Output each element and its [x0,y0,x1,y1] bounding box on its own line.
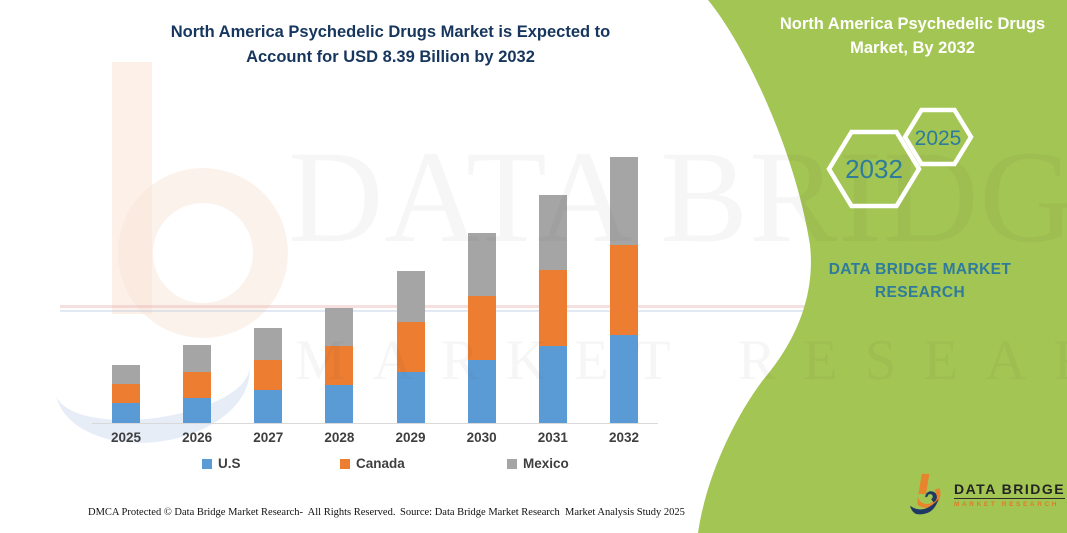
legend-swatch [507,458,517,469]
bar-segment-canada-2028 [325,346,354,385]
legend-item-us: U.S [202,456,241,471]
legend-swatch [202,458,212,469]
watermark-red-line [60,305,1010,308]
legend-swatch [340,458,350,469]
green-panel-shape [698,0,1067,533]
watermark-blue-line [60,310,1010,312]
legend-item-mexico: Mexico [507,456,569,471]
data-bridge-logo-icon [910,473,941,515]
brand-text-line1: DATA BRIDGE MARKET [828,261,1012,278]
bar-2029 [396,271,425,423]
bar-segment-us-2031 [538,346,567,423]
x-axis-label-2032: 2032 [608,430,639,445]
side-panel-title-line2: Market, By 2032 [850,38,975,57]
logo-subtitle: MARKET RESEARCH [954,500,1060,508]
bar-segment-mexico-2027 [254,328,283,361]
legend-item-canada: Canada [340,456,405,471]
bar-segment-mexico-2028 [325,307,354,347]
hexagon-2025 [902,107,974,167]
footer-source-text: Source: Data Bridge Market Research Mark… [400,507,685,518]
x-axis-label-2027: 2027 [253,430,284,445]
bar-2032 [609,157,638,423]
bar-segment-canada-2031 [538,270,567,347]
bar-segment-mexico-2032 [609,157,638,246]
year-hexagons: 2032 2025 [826,107,974,209]
bar-segment-canada-2025 [112,384,140,404]
hexagon-2032 [826,129,922,209]
legend-label: Canada [356,456,405,471]
bar-2027 [254,328,283,423]
bar-segment-mexico-2025 [112,365,140,385]
bar-2025 [112,365,140,423]
x-axis-line [92,423,658,424]
x-axis-label-2028: 2028 [324,430,355,445]
bar-segment-us-2029 [396,372,425,423]
bar-segment-canada-2027 [254,360,283,391]
bar-segment-us-2026 [183,397,212,423]
side-panel-title-line1: North America Psychedelic Drugs [779,15,1046,33]
x-axis-label-2030: 2030 [466,430,497,445]
bar-segment-us-2025 [112,403,140,423]
side-panel-brand-text: DATA BRIDGE MARKET RESEARCH [788,258,1052,305]
legend-label: U.S [218,456,241,471]
brand-text-line2: RESEARCH [874,284,966,302]
page-title-line2: Account for USD 8.39 Billion by 2032 [246,47,535,66]
side-panel-title: North America Psychedelic Drugs Market, … [770,13,1055,61]
bar-segment-canada-2026 [183,371,212,398]
footer-dmca-text: DMCA Protected © Data Bridge Market Rese… [88,507,396,518]
bar-segment-us-2028 [325,384,354,423]
bar-segment-canada-2030 [467,296,496,360]
bar-segment-mexico-2029 [396,271,425,322]
bar-segment-canada-2032 [609,245,638,335]
bar-2031 [538,195,567,423]
page-title-line1: North America Psychedelic Drugs Market i… [170,23,611,41]
bar-segment-canada-2029 [396,321,425,373]
logo-name: DATA BRIDGE [954,480,1066,499]
data-bridge-logo: DATA BRIDGE MARKET RESEARCH [905,472,1066,516]
x-axis-label-2025: 2025 [110,430,142,445]
hexagon-2032-label: 2032 [845,154,903,184]
bar-segment-us-2027 [254,390,283,423]
bar-segment-mexico-2030 [467,233,496,297]
bar-segment-us-2030 [467,359,496,423]
page-title: North America Psychedelic Drugs Market i… [128,20,653,70]
bar-2026 [183,345,212,423]
bar-segment-us-2032 [609,334,638,423]
bar-2028 [325,307,354,423]
bar-2030 [467,233,496,423]
x-axis-label-2026: 2026 [182,430,213,445]
legend-label: Mexico [523,456,569,471]
hexagon-2025-label: 2025 [915,127,962,150]
x-axis-label-2029: 2029 [395,430,426,445]
x-axis-label-2031: 2031 [537,430,568,445]
bar-segment-mexico-2026 [183,345,212,372]
bar-segment-mexico-2031 [538,195,567,271]
logo-text: DATA BRIDGE MARKET RESEARCH [954,480,1066,508]
